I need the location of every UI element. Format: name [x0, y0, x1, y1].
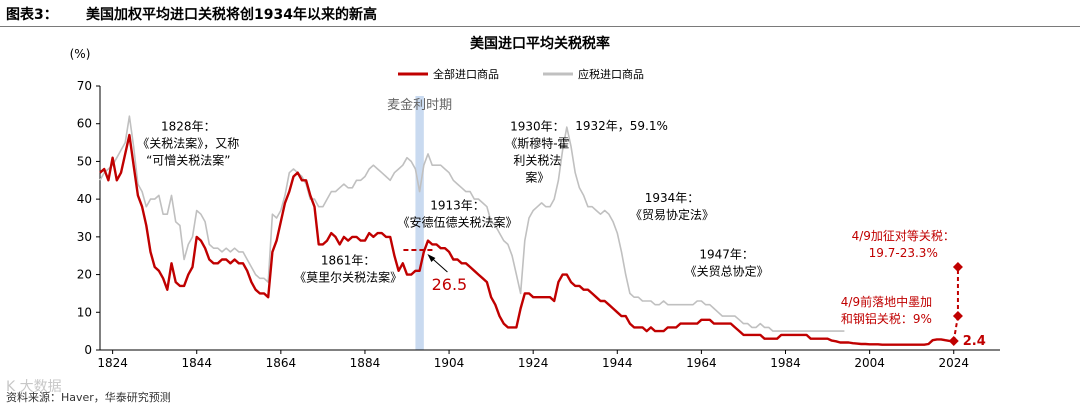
- y-tick-label: 40: [77, 192, 92, 206]
- figure-label: 图表3：: [6, 7, 58, 23]
- projection-marker: [952, 311, 963, 322]
- figure-header: 图表3： 美国加权平均进口关税将创1934年以来的新高: [0, 0, 1080, 26]
- annotation-a1828-line: 1828年：: [161, 119, 216, 133]
- mckinley-period-label: 麦金利时期: [387, 97, 452, 113]
- x-tick-label: 2024: [938, 356, 969, 370]
- x-tick-label: 1964: [686, 356, 717, 370]
- axes: 0 10 20 30 40 50 60 70 1824 1844 1864 1884 1904 1924 1…: [77, 79, 1000, 370]
- x-tick-label: 1864: [266, 356, 297, 370]
- x-tick-label: 1844: [181, 356, 212, 370]
- mckinley-period-band: [415, 96, 424, 350]
- annotation-a1934-line: 1934年：: [645, 191, 700, 205]
- series-line-dutiable-goods: [99, 115, 845, 332]
- annotation-a1828-line: “可憎关税法案”: [146, 152, 230, 167]
- chart-title: 美国进口平均关税税率: [470, 35, 610, 52]
- projection-marker: [952, 262, 963, 273]
- x-tick-label: 1984: [770, 356, 801, 370]
- x-tick-label: 1944: [602, 356, 633, 370]
- annotation-a2025b-line: 4/9前落地中墨加: [841, 294, 932, 309]
- y-tick-label: 0: [84, 343, 92, 357]
- mckinley-period-shade-layer: 麦金利时期: [387, 96, 452, 350]
- annotation-a2025a-line: 4/9加征对等关税：: [852, 229, 955, 243]
- annotation-a1930-line: 利关税法: [513, 153, 561, 167]
- x-tick-label: 2004: [854, 356, 885, 370]
- x-tick-label: 1904: [434, 356, 465, 370]
- annotation-a1930-line: 《斯穆特-霍: [505, 135, 569, 150]
- legend-label-all-goods: 全部进口商品: [433, 67, 499, 81]
- projection-marker: [948, 335, 959, 346]
- source-note: 资料来源：Haver，华泰研究预测: [6, 391, 171, 404]
- annotation-a1930-line: 1930年：: [510, 119, 565, 133]
- y-tick-label: 70: [77, 79, 92, 93]
- x-tick-label: 1824: [97, 356, 128, 370]
- y-tick-label: 30: [77, 230, 92, 244]
- series-lines: [99, 115, 963, 346]
- annotation-a2025b-line: 和钢铝关税：9%: [841, 311, 932, 326]
- legend: 全部进口商品 应税进口商品: [398, 67, 644, 81]
- annotation-a1932-line: 1932年，59.1%: [575, 119, 668, 133]
- x-tick-label: 1924: [518, 356, 549, 370]
- callout-26-5-arrowhead: [427, 254, 436, 263]
- header-rule: [0, 26, 1080, 27]
- y-tick-label: 20: [77, 268, 92, 282]
- annotations: 1828年： 《关税法案》，又称 “可憎关税法案” 1861年： 《莫里尔关税法案》 19…: [137, 119, 985, 349]
- callout-26-5-label: 26.5: [432, 275, 468, 294]
- y-unit-label: (%): [70, 47, 91, 61]
- x-tick-label: 1884: [350, 356, 381, 370]
- figure-title: 美国加权平均进口关税将创1934年以来的新高: [86, 7, 377, 23]
- annotation-a1934-line: 《贸易协定法》: [630, 207, 714, 222]
- watermark: K 大数据: [6, 379, 62, 395]
- annotation-a2025a-line: 19.7-23.3%: [869, 246, 938, 260]
- series-line-all-goods: [99, 133, 954, 346]
- annotation-a1947-line: 1947年：: [699, 248, 754, 262]
- y-tick-label: 60: [77, 117, 92, 131]
- annotation-a1947-line: 《关贸总协定》: [685, 264, 769, 279]
- annotation-a1913-line: 《安德伍德关税法案》: [397, 215, 517, 230]
- annotation-a1828-line: 《关税法案》，又称: [137, 135, 239, 150]
- legend-label-dutiable-goods: 应税进口商品: [578, 67, 644, 81]
- y-tick-label: 50: [77, 154, 92, 168]
- tariff-line-chart: 美国进口平均关税税率 (%) 全部进口商品 应税进口商品 麦金利时期 0 10 20…: [70, 35, 1000, 370]
- annotation-a1913-line: 1913年：: [430, 199, 485, 213]
- callout-2-4-label: 2.4: [963, 334, 986, 349]
- annotation-a1861-line: 1861年：: [321, 253, 376, 267]
- annotation-a1930-line: 案》: [525, 169, 549, 184]
- y-tick-label: 10: [77, 305, 92, 319]
- annotation-a1861-line: 《莫里尔关税法案》: [294, 269, 402, 284]
